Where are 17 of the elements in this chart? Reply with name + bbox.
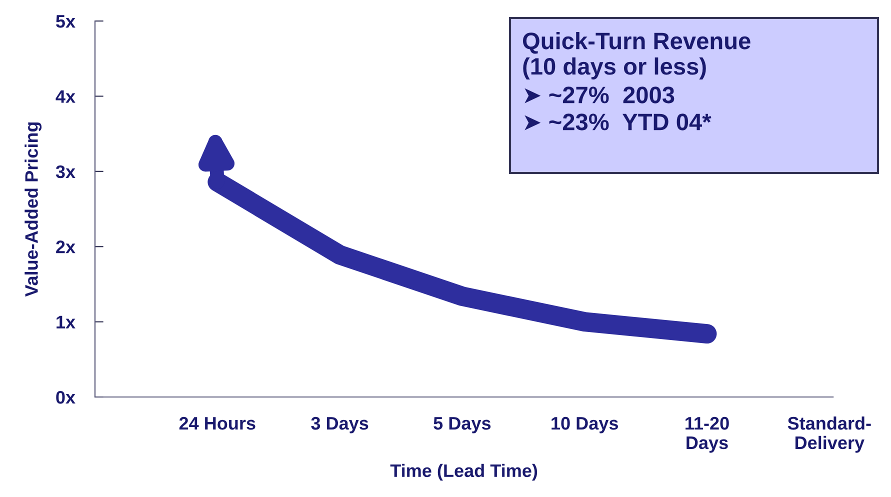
y-tick-label: 5x (56, 15, 76, 28)
x-axis-title: Time (Lead Time) (390, 464, 538, 481)
x-tick-label: 24 Hours (179, 416, 256, 430)
x-tick-label: Standard- Delivery (788, 416, 871, 453)
y-tick-label: 4x (56, 90, 76, 103)
y-axis-title: Value-Added Pricing (24, 122, 42, 297)
x-tick-label: 11-20 Days (686, 416, 729, 453)
y-tick-label: 2x (56, 240, 76, 254)
y-tick-label: 0x (56, 390, 76, 404)
x-tick-label: 10 Days (552, 416, 618, 434)
annotation: ➤ ~23% YTD 04* (524, 114, 712, 130)
annotation: Quick-Turn Revenue (10 days or less) (522, 32, 750, 80)
y-tick-label: 3x (56, 165, 76, 178)
annotation: ➤ ~27% 2003 (524, 86, 674, 104)
y-tick-label: 1x (56, 316, 76, 328)
x-tick-label: 3 Days (311, 416, 368, 434)
x-tick-label: 5 Days (434, 417, 491, 434)
